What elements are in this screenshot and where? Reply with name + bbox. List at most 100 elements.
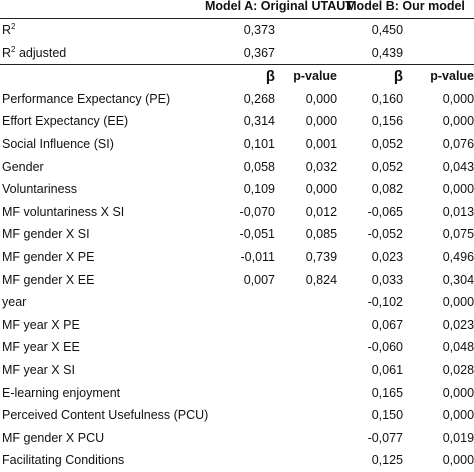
model-a-beta bbox=[205, 359, 275, 382]
predictor-label: MF gender X EE bbox=[2, 272, 95, 287]
model-a-pvalue: 0,000 bbox=[305, 91, 338, 106]
predictor-label: Effort Expectancy (EE) bbox=[2, 114, 129, 129]
model-b-beta: 0,150 bbox=[371, 408, 404, 423]
model-a-pvalue bbox=[275, 336, 337, 359]
model-b-beta-header: β bbox=[393, 67, 404, 85]
model-b-beta: 0,052 bbox=[371, 137, 404, 152]
model-b-beta: 0,067 bbox=[371, 317, 404, 332]
predictor-label: Perceived Content Usefulness (PCU) bbox=[2, 408, 209, 423]
model-b-beta: -0,077 bbox=[367, 430, 404, 445]
model-header-row: Model A: Original UTAUT Model B: Our mod… bbox=[0, 0, 474, 19]
table-row: Effort Expectancy (EE) 0,314 0,000 0,156 0,0… bbox=[0, 110, 474, 133]
model-b-beta: 0,082 bbox=[371, 182, 404, 197]
table-row: Perceived Content Usefulness (PCU) 0,150 0… bbox=[0, 404, 474, 427]
model-a-beta bbox=[205, 336, 275, 359]
model-b-pvalue: 0,496 bbox=[442, 249, 474, 264]
predictor-label: MF year X SI bbox=[2, 362, 75, 377]
fit-label-cell: R2 bbox=[0, 19, 205, 42]
model-a-beta: 0,007 bbox=[243, 272, 275, 287]
spacer-cell bbox=[275, 19, 337, 42]
header-blank-cell bbox=[0, 0, 205, 19]
model-a-pvalue: 0,085 bbox=[305, 227, 338, 242]
model-a-header: Model A: Original UTAUT bbox=[205, 0, 353, 19]
model-b-pvalue: 0,076 bbox=[442, 137, 474, 152]
table-row: year -0,102 0,000 bbox=[0, 291, 474, 314]
table-row: MF year X SI 0,061 0,028 bbox=[0, 359, 474, 382]
table-row: Performance Expectancy (PE) 0,268 0,000 0,1… bbox=[0, 88, 474, 111]
model-a-beta: -0,011 bbox=[240, 249, 275, 264]
model-b-beta: 0,156 bbox=[371, 114, 404, 129]
model-b-pvalue: 0,048 bbox=[442, 340, 474, 355]
predictor-label: MF gender X PE bbox=[2, 249, 95, 264]
model-a-pvalue bbox=[275, 427, 337, 450]
model-a-pvalue: 0,032 bbox=[305, 159, 338, 174]
model-a-pvalue bbox=[275, 382, 337, 405]
fit-row: R2 0,373 0,450 bbox=[0, 19, 474, 42]
model-b-pvalue: 0,013 bbox=[442, 204, 474, 219]
predictor-label: E-learning enjoyment bbox=[2, 385, 121, 400]
model-b-fit-value: 0,439 bbox=[337, 41, 404, 66]
table-row: Gender 0,058 0,032 0,052 0,043 bbox=[0, 156, 474, 179]
model-b-beta: -0,065 bbox=[367, 204, 404, 219]
model-a-pvalue-header: p-value bbox=[293, 69, 338, 84]
model-b-pvalue: 0,000 bbox=[442, 295, 474, 310]
model-a-pvalue bbox=[275, 404, 337, 427]
model-b-beta: 0,023 bbox=[371, 249, 404, 264]
model-a-beta bbox=[205, 427, 275, 450]
model-a-pvalue bbox=[275, 359, 337, 382]
model-a-beta: -0,070 bbox=[239, 204, 275, 219]
model-a-pvalue bbox=[275, 314, 337, 337]
model-b-beta: 0,160 bbox=[371, 91, 404, 106]
fit-row: R2 adjusted 0,367 0,439 bbox=[0, 41, 474, 66]
model-a-pvalue: 0,000 bbox=[305, 114, 338, 129]
fit-label-superscript: 2 bbox=[11, 22, 16, 32]
predictor-label: Voluntariness bbox=[2, 182, 78, 197]
subheader-blank-cell bbox=[0, 65, 205, 88]
model-a-beta bbox=[205, 314, 275, 337]
fit-label: R bbox=[2, 23, 12, 38]
table-row: MF year X EE -0,060 0,048 bbox=[0, 336, 474, 359]
model-b-pvalue: 0,043 bbox=[442, 159, 474, 174]
model-a-pvalue: 0,739 bbox=[305, 249, 338, 264]
fit-label-superscript: 2 bbox=[11, 44, 16, 54]
spacer-cell bbox=[403, 41, 474, 66]
model-b-beta: 0,052 bbox=[371, 159, 404, 174]
table-row: MF year X PE 0,067 0,023 bbox=[0, 314, 474, 337]
predictor-label: Social Influence (SI) bbox=[2, 137, 114, 152]
model-a-pvalue: 0,012 bbox=[305, 204, 338, 219]
model-a-beta bbox=[205, 382, 275, 405]
coefficient-header-row: β p-value β p-value bbox=[0, 65, 474, 88]
model-b-beta: 0,061 bbox=[371, 362, 404, 377]
predictor-label: MF gender X SI bbox=[2, 227, 90, 242]
model-a-pvalue: 0,824 bbox=[305, 272, 338, 287]
predictor-label: Gender bbox=[2, 159, 44, 174]
model-b-beta: -0,052 bbox=[367, 227, 404, 242]
table-row: MF gender X PE -0,011 0,739 0,023 0,496 bbox=[0, 246, 474, 269]
model-a-beta: 0,314 bbox=[243, 114, 275, 129]
model-b-pvalue: 0,000 bbox=[442, 182, 474, 197]
model-a-beta bbox=[205, 291, 275, 314]
model-b-pvalue: 0,019 bbox=[442, 430, 474, 445]
predictor-label: MF year X EE bbox=[2, 340, 80, 355]
model-b-pvalue: 0,028 bbox=[442, 362, 474, 377]
predictor-label: MF voluntariness X SI bbox=[2, 204, 125, 219]
model-a-beta: -0,051 bbox=[239, 227, 275, 242]
model-a-pvalue: 0,001 bbox=[305, 137, 338, 152]
fit-label-suffix: adjusted bbox=[15, 45, 67, 60]
table-row: MF gender X SI -0,051 0,085 -0,052 0,075 bbox=[0, 223, 474, 246]
table-row: E-learning enjoyment 0,165 0,000 bbox=[0, 382, 474, 405]
model-b-beta: 0,033 bbox=[371, 272, 404, 287]
model-b-pvalue: 0,000 bbox=[442, 408, 474, 423]
model-a-beta: 0,109 bbox=[243, 182, 275, 197]
fit-label: R bbox=[2, 45, 12, 60]
model-b-pvalue: 0,304 bbox=[442, 272, 474, 287]
model-a-fit-value: 0,367 bbox=[205, 41, 275, 66]
model-b-pvalue: 0,000 bbox=[442, 385, 474, 400]
fit-label-cell: R2 adjusted bbox=[0, 41, 205, 66]
model-a-beta: 0,268 bbox=[243, 91, 275, 106]
predictor-label: year bbox=[2, 295, 27, 310]
model-a-beta: 0,101 bbox=[243, 137, 275, 152]
model-b-pvalue: 0,075 bbox=[442, 227, 474, 242]
model-a-pvalue: 0,000 bbox=[305, 182, 338, 197]
